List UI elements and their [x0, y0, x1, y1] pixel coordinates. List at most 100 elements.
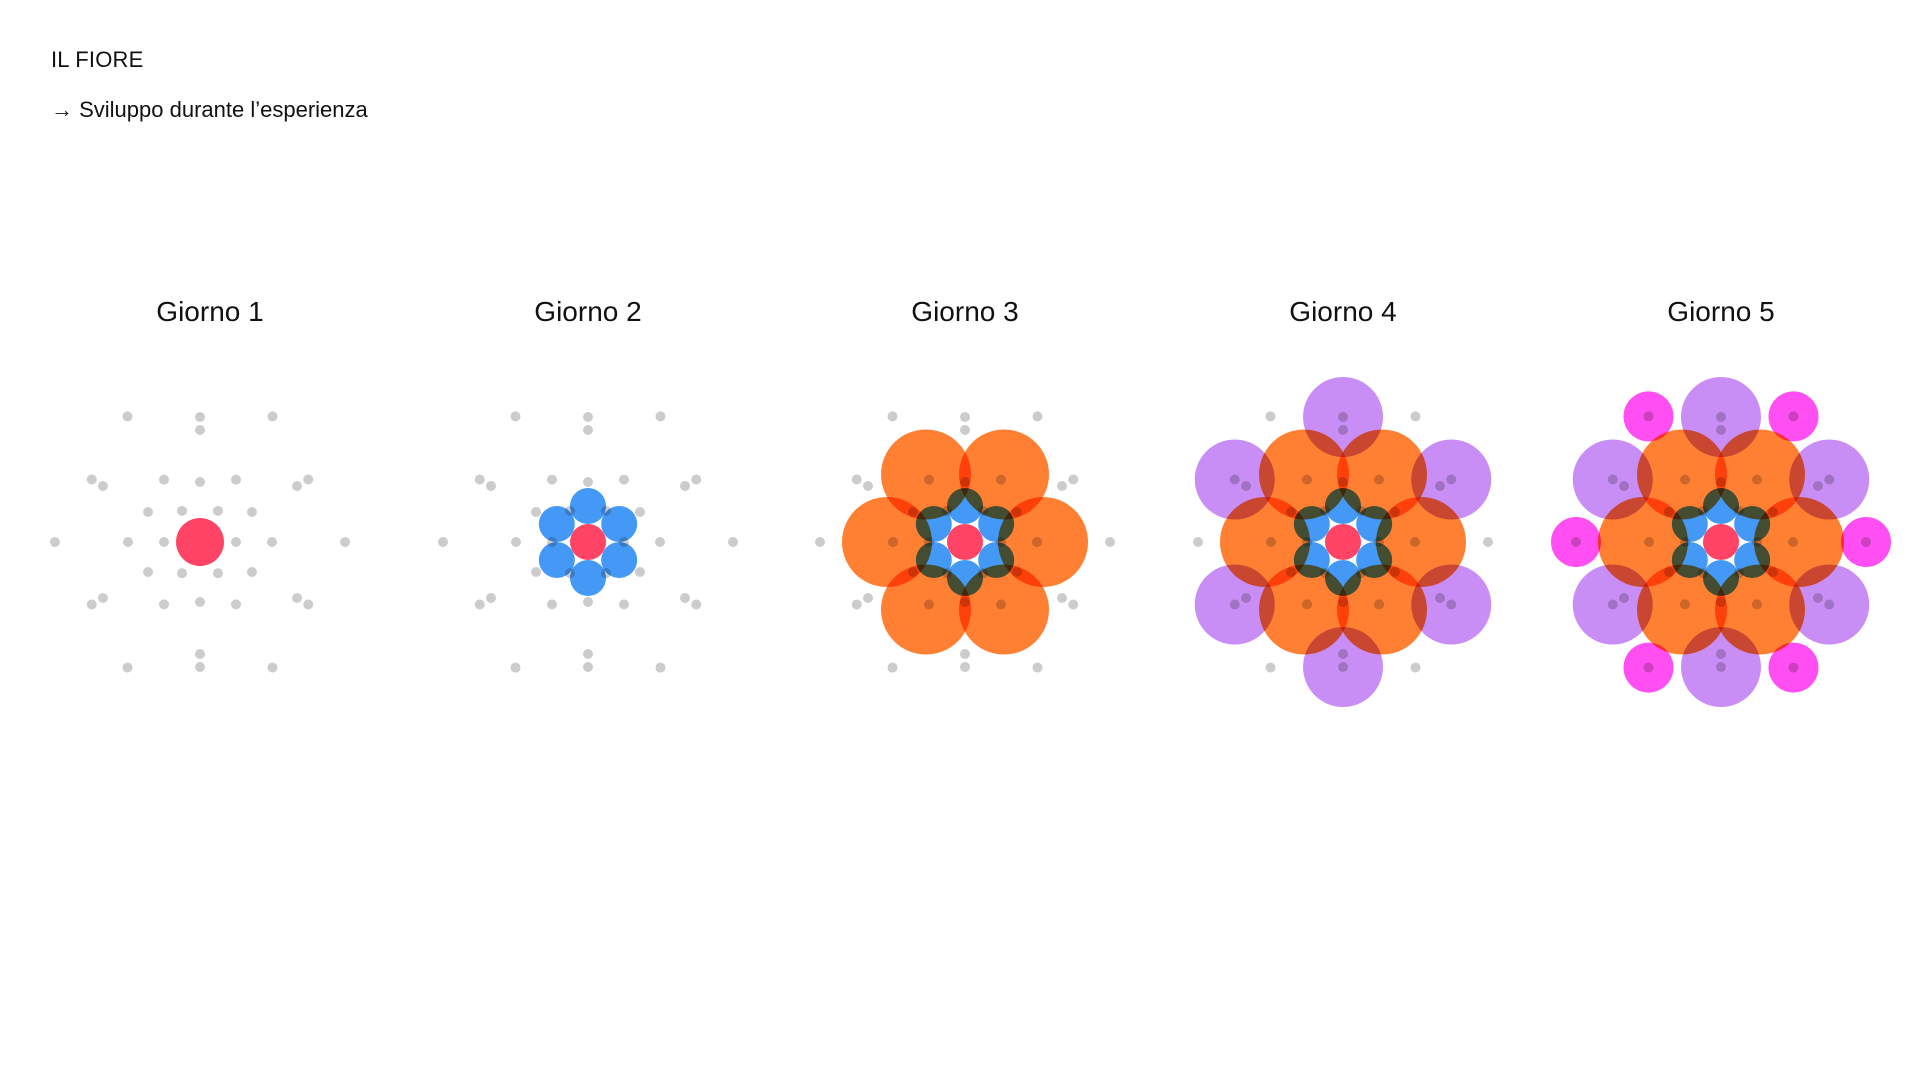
magenta-petal [1768, 391, 1819, 442]
orange-petal [881, 564, 971, 655]
guide-dot [98, 481, 109, 491]
guide-dot [1410, 662, 1421, 673]
guide-dot [1032, 662, 1043, 673]
blue-petal [915, 542, 952, 578]
guide-dot [303, 474, 314, 485]
page-title: IL FIORE [51, 47, 144, 72]
guide-dot [1265, 662, 1276, 673]
guide-dot [634, 507, 645, 517]
guide-dot [195, 662, 205, 672]
orange-petal [1754, 497, 1844, 587]
guide-dot [583, 412, 593, 422]
orange-petal [959, 429, 1049, 520]
blue-petal [947, 488, 983, 524]
blue-petal [1325, 560, 1361, 596]
guide-dot [619, 599, 629, 610]
flower-day-5 [1551, 377, 1891, 707]
guide-dot [195, 477, 205, 487]
guide-dot [1410, 411, 1421, 422]
guide-dot [231, 599, 241, 610]
orange-petal [1259, 564, 1349, 655]
magenta-petal [1768, 642, 1819, 693]
flower-center [1325, 524, 1361, 560]
blue-petal [947, 560, 983, 596]
guide-dot [960, 412, 970, 422]
guide-dot [246, 567, 257, 577]
guide-dot [511, 537, 521, 547]
flower-day-1 [50, 411, 350, 673]
guide-dot [634, 567, 645, 577]
guide-dot [1193, 537, 1203, 547]
blue-petal [1671, 506, 1708, 542]
guide-dot [1105, 537, 1115, 547]
magenta-petal [1623, 642, 1674, 693]
guide-dot [691, 474, 702, 485]
guide-dot [531, 507, 542, 517]
guide-dot [213, 568, 223, 579]
guide-dot [887, 411, 898, 422]
guide-dot [851, 474, 862, 485]
orange-petal [1337, 429, 1427, 520]
guide-dot [486, 593, 497, 603]
guide-dot [267, 411, 278, 422]
guide-dot [583, 649, 593, 659]
orange-petal [1715, 429, 1805, 520]
guide-dot [960, 662, 970, 672]
guide-dot [246, 507, 257, 517]
orange-petal [842, 497, 932, 587]
guide-dot [655, 537, 665, 547]
guide-dot [547, 474, 557, 485]
guide-dot [213, 505, 223, 516]
guide-dot [159, 599, 169, 610]
blue-petal [1734, 542, 1771, 578]
day-label-2: Giorno 2 [534, 296, 642, 327]
blue-petal [978, 506, 1015, 542]
guide-dot [1265, 411, 1276, 422]
blue-petal [538, 506, 575, 542]
flower-day-3 [815, 411, 1115, 673]
orange-petal [1337, 564, 1427, 655]
orange-petal [1637, 429, 1727, 520]
day-label-3: Giorno 3 [911, 296, 1019, 327]
blue-petal [570, 488, 606, 524]
guide-dot [474, 599, 485, 610]
blue-petal [1356, 542, 1393, 578]
page-subtitle: → Sviluppo durante l’esperienza [51, 97, 368, 122]
blue-petal [1356, 506, 1393, 542]
guide-dot [267, 537, 277, 547]
blue-petal [1293, 506, 1330, 542]
blue-petal [601, 542, 638, 578]
guide-dot [123, 537, 133, 547]
day-label-4: Giorno 4 [1289, 296, 1397, 327]
orange-petal [1598, 497, 1688, 587]
guide-dot [86, 474, 97, 485]
guide-dot [619, 474, 629, 485]
guide-dot [195, 412, 205, 422]
blue-petal [915, 506, 952, 542]
guide-dot [1056, 593, 1067, 603]
guide-dot [679, 593, 690, 603]
guide-dot [122, 662, 133, 673]
flower-center [570, 524, 606, 560]
blue-petal [1703, 560, 1739, 596]
guide-dot [86, 599, 97, 610]
magenta-petal [1841, 517, 1891, 567]
guide-dot [195, 597, 205, 607]
guide-dot [510, 411, 521, 422]
guide-dot [177, 568, 187, 579]
flower-center [1703, 524, 1739, 560]
guide-dot [863, 481, 874, 491]
guide-dot [863, 593, 874, 603]
guide-dot [438, 537, 448, 547]
guide-dot [583, 662, 593, 672]
guide-dot [960, 425, 970, 435]
magenta-petal [1551, 517, 1601, 567]
orange-petal [1715, 564, 1805, 655]
guide-dot [583, 425, 593, 435]
guide-dot [1068, 599, 1079, 610]
guide-dot [1056, 481, 1067, 491]
guide-dot [887, 662, 898, 673]
blue-petal [1703, 488, 1739, 524]
